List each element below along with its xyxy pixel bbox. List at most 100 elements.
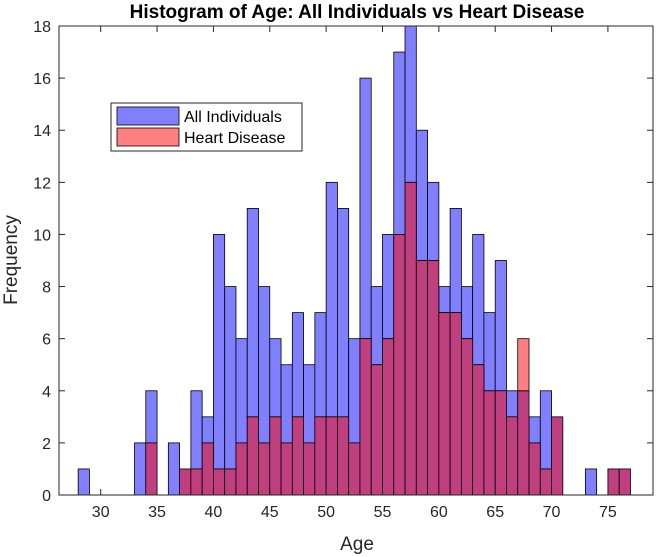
bar-all-individuals — [303, 364, 316, 444]
bar-heart-disease — [370, 364, 383, 496]
bar-all-individuals — [460, 286, 474, 340]
chart-title: Histogram of Age: All Individuals vs Hea… — [130, 2, 585, 23]
x-tick-label: 35 — [148, 504, 166, 521]
bar-all-individuals — [404, 25, 417, 183]
y-tick-label: 12 — [33, 175, 51, 192]
bar-heart-disease — [337, 416, 350, 496]
y-tick-label: 0 — [42, 488, 51, 505]
bar-all-individuals — [472, 234, 485, 366]
bar-heart-disease — [382, 338, 395, 496]
bar-all-individuals — [145, 390, 158, 444]
bar-heart-disease — [460, 338, 474, 496]
bar-heart-disease — [201, 442, 214, 496]
bar-all-individuals — [359, 77, 372, 340]
bar-all-individuals — [449, 207, 462, 314]
y-tick-label: 8 — [42, 280, 51, 297]
bar-heart-disease — [607, 468, 620, 496]
bar-all-individuals — [506, 390, 519, 418]
bar-heart-disease — [314, 416, 327, 496]
bar-heart-disease — [415, 260, 428, 496]
legend-label-heart-disease: Heart Disease — [184, 130, 285, 147]
bar-heart-disease — [551, 416, 564, 496]
legend: All Individuals Heart Disease — [110, 102, 303, 152]
bar-all-individuals — [190, 390, 203, 470]
y-tick-label: 4 — [42, 384, 51, 401]
bar-all-individuals — [167, 442, 181, 496]
bar-all-individuals — [539, 390, 552, 470]
bar-heart-disease — [145, 442, 158, 496]
bar-all-individuals — [584, 468, 598, 496]
bar-all-individuals — [291, 312, 304, 418]
bar-all-individuals — [393, 51, 406, 235]
bar-heart-disease — [224, 468, 237, 496]
series-all-individuals — [77, 25, 598, 496]
bar-heart-disease — [325, 416, 338, 496]
bar-heart-disease — [517, 390, 530, 496]
bar-heart-disease — [494, 390, 507, 496]
bar-heart-disease — [528, 442, 541, 496]
bar-heart-disease — [517, 338, 530, 392]
y-tick-label: 16 — [33, 71, 51, 88]
bar-heart-disease — [539, 468, 552, 496]
bar-all-individuals — [483, 312, 496, 392]
bar-all-individuals — [280, 364, 293, 444]
bar-heart-disease — [618, 468, 631, 496]
bar-heart-disease — [246, 416, 259, 496]
x-tick-label: 50 — [317, 504, 335, 521]
bar-heart-disease — [472, 364, 485, 496]
bar-heart-disease — [291, 416, 304, 496]
bar-heart-disease — [280, 442, 293, 496]
legend-swatch-heart-disease — [116, 127, 180, 147]
x-tick-label: 30 — [92, 504, 110, 521]
x-tick-label: 70 — [543, 504, 561, 521]
bar-all-individuals — [235, 338, 248, 444]
y-tick-label: 2 — [42, 436, 51, 453]
x-tick-label: 45 — [261, 504, 279, 521]
bar-all-individuals — [201, 416, 214, 444]
x-tick-label: 65 — [486, 504, 504, 521]
y-tick-label: 6 — [42, 332, 51, 349]
y-axis-title: Frequency — [1, 215, 22, 305]
bar-all-individuals — [415, 129, 428, 261]
bar-heart-disease — [506, 416, 519, 496]
bar-all-individuals — [269, 338, 282, 418]
x-tick-label: 75 — [599, 504, 617, 521]
bar-all-individuals — [258, 286, 271, 444]
bar-heart-disease — [190, 468, 203, 496]
bar-heart-disease — [348, 442, 361, 496]
bar-heart-disease — [213, 468, 226, 496]
legend-label-all-individuals: All Individuals — [184, 109, 282, 126]
bar-all-individuals — [224, 286, 237, 470]
bar-all-individuals — [348, 338, 361, 444]
bar-heart-disease — [235, 442, 248, 496]
bar-all-individuals — [337, 207, 350, 418]
bar-heart-disease — [303, 442, 316, 496]
bar-all-individuals — [382, 234, 395, 340]
bar-all-individuals — [370, 286, 383, 366]
bar-all-individuals — [494, 260, 507, 392]
bar-all-individuals — [213, 234, 226, 470]
bar-all-individuals — [134, 442, 147, 496]
bar-all-individuals — [528, 416, 541, 444]
bar-all-individuals — [314, 312, 327, 418]
bar-heart-disease — [393, 234, 406, 496]
axes-box — [58, 25, 654, 496]
bar-all-individuals — [325, 181, 338, 418]
bar-heart-disease — [258, 442, 271, 496]
x-tick-label: 55 — [374, 504, 392, 521]
bar-heart-disease — [449, 312, 462, 496]
x-tick-label: 60 — [430, 504, 448, 521]
axes: 30 35 40 45 50 55 60 65 70 75 0 2 4 6 8 10 12 14 16 18 — [33, 19, 654, 521]
y-tick-label: 14 — [33, 123, 51, 140]
x-axis-title: Age — [340, 534, 374, 555]
legend-swatch-all-individuals — [116, 106, 180, 126]
bar-heart-disease — [269, 416, 282, 496]
y-tick-label: 18 — [33, 19, 51, 36]
y-tick-label: 10 — [33, 227, 51, 244]
bar-heart-disease — [427, 260, 440, 496]
bar-heart-disease — [359, 338, 372, 496]
bar-all-individuals — [427, 181, 440, 261]
bar-heart-disease — [438, 312, 451, 496]
bar-all-individuals — [246, 207, 259, 418]
